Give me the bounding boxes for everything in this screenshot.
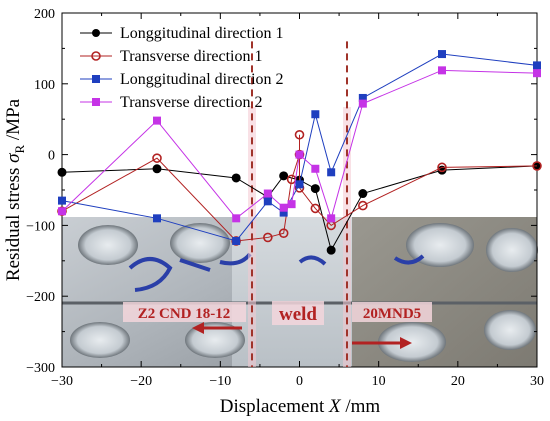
region-label-left-backing (123, 302, 246, 322)
y-tick-label: −300 (26, 361, 55, 376)
specimen-photo (62, 217, 538, 367)
data-point (279, 171, 289, 181)
data-point (287, 200, 296, 209)
data-point (57, 167, 67, 177)
region-labels: Z2 CND 18-12 weld 20MND5 (123, 301, 432, 349)
data-point (327, 214, 336, 223)
series-line (61, 134, 538, 242)
series-layer (57, 50, 542, 255)
data-point (358, 189, 368, 199)
hole-mark (70, 322, 130, 358)
data-point (533, 61, 541, 70)
legend-marker (92, 29, 100, 37)
hole-mark (486, 228, 538, 272)
hole-mark (378, 322, 446, 362)
region-label-right: 20MND5 (363, 306, 421, 322)
data-point (232, 214, 241, 223)
x-tick-label: −30 (51, 374, 73, 389)
data-point (532, 161, 542, 171)
data-point (278, 228, 289, 238)
data-point (295, 150, 304, 159)
legend-label: Transverse direction 1 (120, 48, 263, 65)
right-arrow (352, 337, 412, 349)
region-label-middle: weld (279, 304, 317, 325)
x-tick-label: 10 (372, 374, 386, 389)
y-tick-labels: −300 −200 −100 0 100 200 (26, 7, 55, 376)
x-tick-label: 0 (296, 374, 303, 389)
legend-label: Transverse direction 2 (120, 94, 263, 111)
handwriting-mark (128, 252, 425, 292)
series-3 (58, 50, 541, 245)
region-label-middle-backing (272, 301, 324, 325)
data-point (58, 196, 66, 205)
data-point (263, 197, 272, 206)
data-point (311, 164, 320, 173)
legend-entry: Transverse direction 2 (80, 94, 263, 111)
series-4 (58, 66, 541, 223)
x-tick-label: 30 (530, 374, 544, 389)
y-axis-title: Residual stress σR /MPa (3, 98, 27, 281)
region-label-right-backing (352, 302, 432, 322)
hole-mark (484, 310, 536, 350)
data-point (358, 200, 368, 211)
y-tick-label: 200 (34, 7, 55, 22)
data-point (533, 69, 541, 78)
data-point (279, 203, 288, 212)
data-point (310, 203, 321, 214)
data-point (279, 208, 288, 217)
legend-entry: Longgitudinal direction 1 (80, 25, 284, 42)
data-point (327, 168, 336, 177)
data-point (438, 66, 446, 75)
legend-marker (92, 98, 100, 106)
data-point (232, 236, 241, 245)
data-point (231, 173, 241, 183)
legend-marker (92, 75, 100, 83)
data-point (153, 116, 161, 125)
data-point (358, 99, 367, 108)
legend-entry: Longgitudinal direction 2 (80, 71, 284, 88)
data-point (438, 50, 446, 59)
x-tick-labels: −30 −20 −10 0 10 20 30 (51, 374, 544, 389)
hole-mark (78, 225, 138, 265)
data-point (58, 207, 66, 216)
legend-entry: Transverse direction 1 (80, 48, 263, 65)
left-arrow (192, 322, 242, 334)
x-tick-label: 20 (451, 374, 465, 389)
data-point (295, 180, 304, 189)
data-point (263, 189, 272, 198)
hole-mark (170, 223, 230, 263)
weld-boundaries (248, 41, 351, 367)
y-tick-label: 0 (48, 149, 55, 164)
data-point (153, 214, 161, 223)
x-tick-label: −10 (209, 374, 231, 389)
data-point (326, 245, 336, 255)
x-tick-label: −20 (130, 374, 152, 389)
y-tick-label: 100 (34, 78, 55, 93)
axis-ticks (61, 12, 538, 368)
legend-label: Longgitudinal direction 1 (120, 25, 284, 42)
legend-label: Longgitudinal direction 2 (120, 71, 284, 88)
data-point (358, 93, 367, 102)
y-tick-label: −200 (26, 290, 55, 305)
data-point (310, 184, 320, 194)
region-label-left: Z2 CND 18-12 (138, 306, 231, 322)
legend-marker (91, 51, 101, 61)
data-point (437, 162, 447, 173)
legend: Longgitudinal direction 1 Transverse dire… (80, 25, 284, 111)
data-point (311, 110, 320, 119)
data-point (294, 129, 305, 140)
data-point (152, 164, 162, 174)
y-tick-label: −100 (26, 219, 55, 234)
data-point (263, 232, 273, 243)
data-point (152, 153, 162, 163)
series-line (61, 69, 538, 221)
x-axis-title: Displacement X /mm (220, 396, 381, 417)
